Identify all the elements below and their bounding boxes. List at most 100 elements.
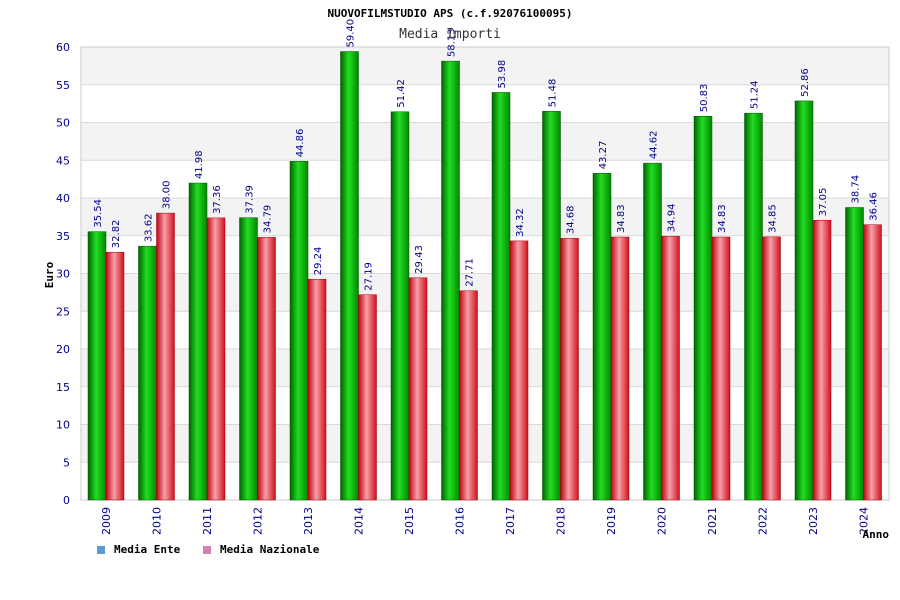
value-label: 34.94 — [667, 204, 678, 233]
value-label: 33.62 — [144, 214, 155, 243]
value-label: 38.74 — [851, 175, 862, 204]
x-axis-ticks: 2009 2010 2011 2012 2013 2014 2015 2016 2017 2018… — [100, 507, 871, 535]
bar-media-nazionale-2017 — [509, 240, 529, 501]
value-label: 34.32 — [515, 208, 526, 237]
value-label: 38.00 — [162, 180, 173, 209]
y-tick-label: 30 — [56, 268, 70, 281]
value-label: 44.62 — [649, 130, 660, 159]
chart-title: NUOVOFILMSTUDIO APS (c.f.92076100095) — [327, 7, 572, 20]
legend-swatch-media-nazionale — [203, 546, 211, 554]
y-tick-label: 60 — [56, 41, 70, 54]
value-label: 37.36 — [212, 185, 223, 214]
y-axis-ticks: 0 5 10 15 20 25 30 35 40 45 50 55 60 — [56, 41, 70, 507]
value-label: 51.42 — [396, 79, 407, 108]
value-label: 34.68 — [566, 206, 577, 235]
x-tick-label: 2010 — [151, 507, 164, 535]
x-tick-label: 2020 — [656, 507, 669, 535]
bar-media-nazionale-2011 — [206, 217, 226, 501]
y-tick-label: 45 — [56, 154, 70, 167]
value-label: 29.43 — [414, 245, 425, 274]
value-label: 41.98 — [194, 150, 205, 179]
x-tick-label: 2016 — [454, 507, 467, 535]
grid-band — [81, 47, 889, 85]
bar-media-ente-2019 — [592, 173, 612, 501]
bar-media-ente-2011 — [188, 182, 208, 501]
y-tick-label: 10 — [56, 419, 70, 432]
x-axis-label: Anno — [863, 528, 890, 541]
y-tick-label: 50 — [56, 117, 70, 130]
x-tick-label: 2012 — [252, 507, 265, 535]
bar-media-nazionale-2010 — [156, 212, 175, 501]
bar-media-nazionale-2014 — [358, 294, 377, 501]
value-label: 35.54 — [93, 199, 104, 228]
x-tick-label: 2019 — [605, 507, 618, 535]
bar-media-ente-2024 — [845, 207, 864, 501]
bar-media-ente-2022 — [744, 112, 763, 501]
bar-media-ente-2018 — [542, 111, 561, 501]
value-label: 29.24 — [313, 247, 324, 276]
x-tick-label: 2014 — [353, 507, 366, 535]
value-label: 59.40 — [346, 19, 357, 48]
bar-media-ente-2009 — [87, 231, 107, 501]
value-label: 50.83 — [699, 84, 710, 113]
chart-subtitle: Media Importi — [399, 27, 501, 42]
x-tick-label: 2021 — [706, 507, 719, 535]
value-label: 43.27 — [598, 141, 609, 170]
y-tick-label: 55 — [56, 79, 70, 92]
value-label: 27.19 — [364, 262, 375, 291]
x-tick-label: 2017 — [504, 507, 517, 535]
bar-media-nazionale-2018 — [560, 237, 579, 501]
bar-media-ente-2012 — [239, 217, 258, 501]
bar-media-nazionale-2013 — [307, 278, 327, 501]
value-labels: 35.54 32.82 33.62 38.00 41.98 37.36 37.39 34.79… — [93, 19, 880, 291]
x-tick-label: 2023 — [807, 507, 820, 535]
value-label: 34.83 — [616, 204, 627, 233]
value-label: 44.86 — [295, 129, 306, 158]
grid-band — [81, 84, 889, 123]
bar-media-ente-2020 — [643, 162, 662, 501]
y-tick-label: 15 — [56, 381, 70, 394]
bar-media-nazionale-2022 — [762, 236, 781, 501]
value-label: 37.05 — [818, 188, 829, 217]
value-label: 37.39 — [245, 185, 256, 214]
bar-media-ente-2016 — [441, 60, 460, 501]
bar-media-nazionale-2023 — [812, 220, 832, 501]
y-tick-label: 25 — [56, 305, 70, 318]
bar-media-ente-2010 — [138, 245, 157, 501]
bar-media-ente-2017 — [491, 92, 511, 501]
y-tick-label: 35 — [56, 230, 70, 243]
legend-label-media-nazionale: Media Nazionale — [220, 543, 320, 556]
y-tick-label: 0 — [63, 494, 70, 507]
legend-swatch-media-ente — [97, 546, 105, 554]
x-tick-label: 2022 — [757, 507, 770, 535]
bar-media-ente-2013 — [289, 161, 309, 501]
bar-media-nazionale-2019 — [610, 236, 630, 501]
bar-media-nazionale-2012 — [257, 237, 276, 501]
bar-media-nazionale-2016 — [459, 290, 478, 501]
bars — [87, 51, 882, 501]
bar-media-nazionale-2024 — [863, 224, 882, 501]
bar-media-ente-2014 — [340, 51, 359, 501]
value-label: 27.71 — [465, 258, 476, 287]
x-tick-label: 2009 — [100, 507, 113, 535]
y-tick-label: 5 — [63, 456, 70, 469]
value-label: 51.24 — [750, 80, 761, 109]
bar-media-nazionale-2015 — [408, 277, 428, 501]
x-tick-label: 2015 — [403, 507, 416, 535]
plot-border — [80, 46, 890, 501]
bar-media-ente-2015 — [390, 111, 410, 501]
value-label: 36.46 — [869, 192, 880, 221]
bar-media-nazionale-2021 — [711, 236, 731, 501]
x-tick-label: 2024 — [858, 507, 871, 535]
x-tick-label: 2013 — [302, 507, 315, 535]
y-axis-label: Euro — [43, 261, 56, 288]
y-tick-label: 40 — [56, 192, 70, 205]
x-tick-label: 2011 — [201, 507, 214, 535]
y-tick-label: 20 — [56, 343, 70, 356]
value-label: 32.82 — [111, 220, 122, 249]
bar-media-nazionale-2020 — [661, 235, 680, 501]
value-label: 58.13 — [447, 28, 458, 57]
legend: Media Ente Media Nazionale — [97, 543, 320, 556]
value-label: 34.83 — [717, 204, 728, 233]
